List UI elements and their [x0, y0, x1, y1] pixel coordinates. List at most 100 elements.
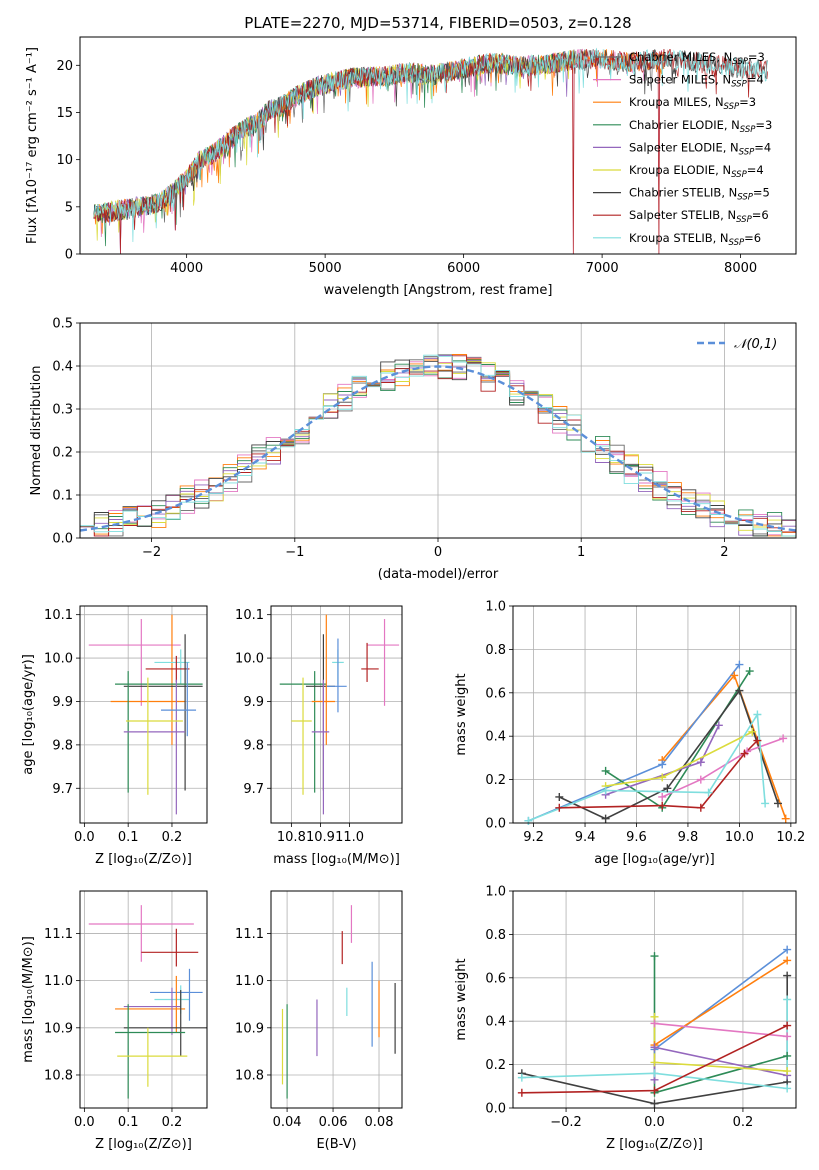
point-marker	[650, 1043, 659, 1052]
panel-age_vs_mass: 10.8 10.9 11.0 9.7 9.8 9.9 10.0 10.1 mass [log₁₀…	[235, 605, 403, 867]
y-tick-label: 0	[65, 248, 73, 263]
point-marker	[783, 1084, 792, 1093]
x-tick-label: −0.2	[550, 1115, 582, 1130]
y-tick-label: 0.4	[52, 360, 73, 375]
legend-label-part: =4	[754, 140, 771, 154]
mass-weight-line	[528, 712, 766, 822]
legend-label: Kroupa STELIB, NSSP=6	[629, 231, 761, 248]
point-marker	[704, 788, 713, 797]
x-tick-label: 0.0	[644, 1115, 665, 1130]
y-tick-label: 10	[56, 153, 73, 168]
x-tick-label: 0.1	[118, 830, 139, 845]
point-marker	[601, 766, 610, 775]
legend-label-part: Chabrier MILES, N	[629, 50, 732, 64]
axes-frame	[79, 605, 208, 824]
legend-label-part: =3	[748, 50, 765, 64]
x-axis-label: (data-model)/error	[378, 567, 499, 582]
legend-label-part: Salpeter ELODIE, N	[629, 140, 739, 154]
x-tick-label: 1	[577, 545, 585, 560]
y-tick-label: 0.4	[485, 730, 506, 745]
x-tick-label: 8000	[724, 261, 757, 276]
x-tick-label: −1	[285, 545, 304, 560]
y-tick-label: 0.3	[52, 403, 73, 418]
x-tick-label: 10.2	[776, 830, 805, 845]
x-axis-label: E(B-V)	[316, 1137, 356, 1152]
panel-mass_vs_ebv: 0.04 0.06 0.08 10.8 10.9 11.0 11.1 E(B-V)	[235, 890, 403, 1152]
x-tick-label: 5000	[309, 261, 342, 276]
axes-frame	[270, 890, 403, 1109]
y-tick-label: 9.9	[52, 695, 73, 710]
point-marker	[601, 814, 610, 823]
y-tick-label: 10.8	[44, 1068, 73, 1083]
point-marker	[524, 816, 533, 825]
y-tick-label: 9.8	[243, 738, 264, 753]
legend-label-part: Kroupa ELODIE, N	[629, 163, 731, 177]
x-tick-label: 10.0	[725, 830, 754, 845]
mass-weight-line	[654, 959, 788, 1046]
legend-label-part: Chabrier STELIB, N	[629, 186, 737, 200]
point-marker	[658, 773, 667, 782]
legend-label-subscript: SSP	[729, 238, 745, 248]
mass-weight-line	[654, 1022, 788, 1038]
y-axis-label: mass weight	[454, 958, 469, 1040]
y-tick-label: 0.5	[52, 317, 73, 332]
point-marker	[650, 1069, 659, 1078]
legend-label: Salpeter STELIB, NSSP=6	[629, 208, 769, 225]
point-marker	[783, 971, 792, 980]
point-marker	[745, 667, 754, 676]
mass-weight-line	[653, 956, 788, 1094]
panel-residual_hist: 𝒩(0,1) −2 −1 0 1 2 0.0 0.1 0.2 0.3 0.4 0.5 (data-mod…	[29, 317, 797, 582]
legend-label: Chabrier MILES, NSSP=3	[629, 50, 765, 67]
point-marker	[658, 760, 667, 769]
y-tick-label: 0.8	[485, 643, 506, 658]
point-marker	[696, 775, 705, 784]
x-axis-label: Z [log₁₀(Z/Z⊙)]	[95, 852, 192, 867]
panel-massweight_vs_age: 9.2 9.4 9.6 9.8 10.0 10.2 0.0 0.2 0.4 0.6 0.8 1.0 ag…	[454, 600, 805, 868]
plot-area	[281, 905, 396, 1099]
legend-label-part: =4	[747, 73, 764, 87]
point-marker	[650, 1086, 659, 1095]
y-axis-label: mass weight	[454, 673, 469, 755]
y-tick-label: 11.1	[235, 927, 264, 942]
x-tick-label: 0.0	[74, 1115, 95, 1130]
y-tick-label: 0.0	[485, 1102, 506, 1117]
y-tick-label: 1.0	[485, 885, 506, 900]
point-marker	[658, 792, 667, 801]
point-marker	[517, 1073, 526, 1082]
x-tick-label: 10.9	[306, 830, 335, 845]
point-marker	[781, 814, 790, 823]
axes-frame	[512, 605, 797, 824]
normal-reference-curve	[80, 365, 796, 532]
legend-label-subscript: SSP	[724, 102, 740, 112]
legend-label-subscript: SSP	[731, 170, 747, 180]
point-marker	[650, 1058, 659, 1067]
legend-label: Salpeter ELODIE, NSSP=4	[629, 140, 771, 157]
point-marker	[735, 686, 744, 695]
y-tick-label: 11.1	[44, 927, 73, 942]
point-marker	[753, 710, 762, 719]
x-tick-label: 0.1	[118, 1115, 139, 1130]
legend-label-part: =6	[752, 208, 769, 222]
x-tick-label: 0.2	[733, 1115, 754, 1130]
x-tick-label: 2	[720, 545, 728, 560]
y-tick-label: 0.6	[485, 686, 506, 701]
legend-label-part: Salpeter MILES, N	[629, 73, 731, 87]
plot-area	[88, 905, 207, 1099]
point-marker	[783, 1021, 792, 1030]
panel-age_vs_Z: 0.0 0.1 0.2 9.7 9.8 9.9 10.0 10.1 Z [log₁₀(Z/Z⊙)…	[21, 605, 208, 867]
x-tick-label: 11.0	[335, 830, 364, 845]
y-axis-label: Flux [fλ10⁻¹⁷ erg cm⁻² s⁻¹ A⁻¹]	[25, 47, 40, 244]
y-tick-label: 9.8	[52, 738, 73, 753]
mass-weight-line	[661, 737, 784, 798]
panel-mass_vs_Z: 0.0 0.1 0.2 10.8 10.9 11.0 11.1 Z [log₁₀(Z/Z⊙)]…	[21, 890, 208, 1152]
y-tick-label: 0.0	[52, 532, 73, 547]
y-tick-label: 0.2	[485, 773, 506, 788]
legend-label: 𝒩(0,1)	[734, 337, 777, 352]
point-marker	[650, 952, 659, 961]
x-axis-label: age [log₁₀(age/yr)]	[594, 852, 715, 867]
y-tick-label: 0.4	[485, 1015, 506, 1030]
y-axis-label: mass [log₁₀(M/M⊙)]	[21, 936, 36, 1063]
y-tick-label: 0.0	[485, 817, 506, 832]
